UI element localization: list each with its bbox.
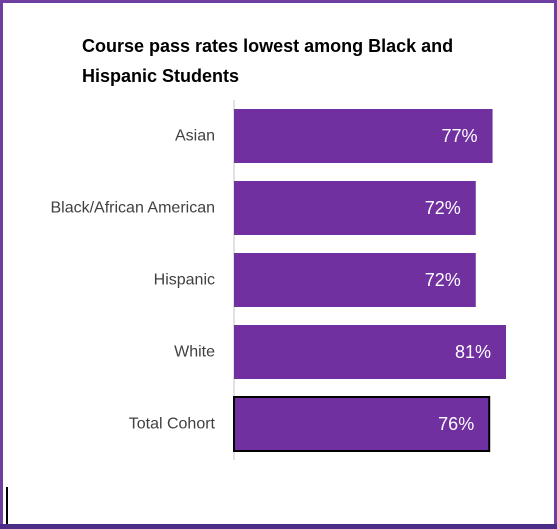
bar-hispanic	[234, 253, 476, 307]
chart-title: Course pass rates lowest among Black and…	[82, 36, 454, 86]
bars-group: Asian 77% Black/African American 72% Hispani…	[50, 109, 506, 452]
bar-white	[234, 325, 506, 379]
value-label-total-cohort: 76%	[438, 414, 474, 434]
bar-black-african-american	[234, 181, 476, 235]
category-label-hispanic: Hispanic	[154, 272, 215, 289]
left-edge-mark	[6, 487, 8, 524]
value-label-hispanic: 72%	[425, 270, 461, 290]
bar-total-cohort	[233, 396, 491, 452]
bottom-border	[0, 524, 557, 529]
category-label-total-cohort: Total Cohort	[129, 416, 216, 433]
value-label-white: 81%	[455, 342, 491, 362]
bar-asian	[234, 109, 493, 163]
value-label-asian: 77%	[442, 126, 478, 146]
category-label-black-african-american: Black/African American	[50, 200, 215, 217]
value-label-black-african-american: 72%	[425, 198, 461, 218]
category-label-white: White	[174, 344, 215, 361]
category-label-asian: Asian	[175, 128, 215, 145]
